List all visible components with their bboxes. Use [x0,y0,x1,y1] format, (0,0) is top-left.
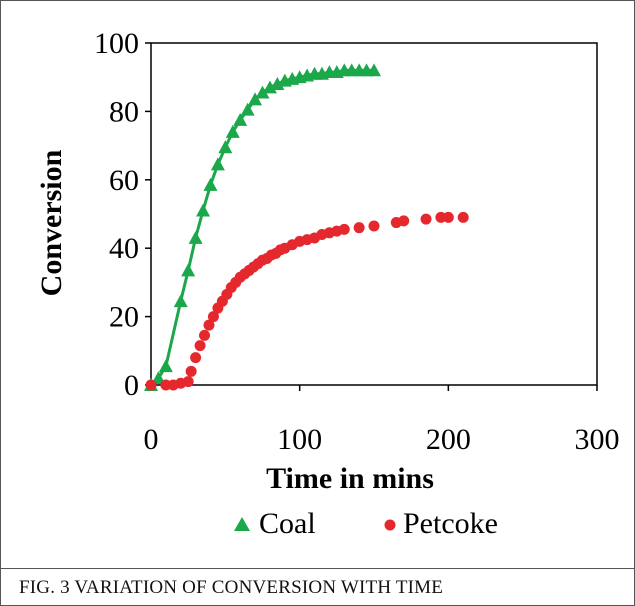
y-tick-label: 100 [94,27,139,60]
data-point-petcoke [203,319,215,331]
data-point-coal [188,230,203,244]
series-layer [144,63,469,391]
data-point-petcoke [185,365,197,377]
data-point-petcoke [353,222,365,234]
data-point-coal [270,77,285,90]
data-point-petcoke [457,211,469,223]
data-point-coal [151,371,166,385]
data-point-coal [240,102,255,116]
data-point-coal [262,80,277,94]
data-point-coal [248,92,263,106]
data-point-petcoke [442,211,454,223]
data-point-petcoke [207,311,219,323]
y-tick-label: 80 [109,95,139,128]
data-point-petcoke [145,379,157,391]
y-tick-label: 40 [109,232,139,265]
data-point-petcoke [338,223,350,235]
chart: 0 20 40 60 80 100 0 100 200 300 Time in mins Con… [35,27,620,540]
data-point-coal [210,157,225,171]
y-tick-label: 60 [109,164,139,197]
data-point-petcoke [199,329,211,341]
data-point-petcoke [398,215,410,227]
plot-area [150,42,598,386]
data-point-coal [181,263,196,277]
y-tick-label: 0 [124,369,139,402]
legend-petcoke-marker [384,519,396,531]
data-point-petcoke [190,352,202,364]
data-point-coal [225,124,240,138]
data-point-coal [196,203,211,217]
legend-petcoke-label: Petcoke [403,507,498,540]
figure-caption: FIG. 3 VARIATION OF CONVERSION WITH TIME [19,577,444,598]
data-point-coal [158,359,173,373]
y-axis-title: Conversion [35,149,68,296]
legend: Coal Petcoke [234,507,498,540]
x-axis-title: Time in mins [266,462,434,495]
x-tick-label: 100 [277,423,322,456]
series-petcoke [145,211,469,391]
y-tick-label: 20 [109,301,139,334]
data-point-coal [218,140,233,154]
data-point-coal [255,85,270,99]
data-point-petcoke [368,220,380,232]
data-point-coal [233,112,248,126]
data-point-petcoke [182,376,194,388]
data-point-petcoke [420,213,432,225]
x-tick-label: 200 [426,423,471,456]
x-tick-label: 300 [575,423,620,456]
y-axis-ticks: 0 20 40 60 80 100 [94,27,151,402]
data-point-coal [367,63,381,77]
legend-coal-marker [234,517,250,531]
x-axis-ticks: 0 100 200 300 [144,385,620,456]
legend-coal-label: Coal [259,507,316,540]
data-point-coal [203,177,218,191]
data-point-petcoke [194,340,206,352]
data-point-coal [173,294,188,308]
x-tick-label: 0 [144,423,159,456]
caption-bar: FIG. 3 VARIATION OF CONVERSION WITH TIME [1,568,634,606]
